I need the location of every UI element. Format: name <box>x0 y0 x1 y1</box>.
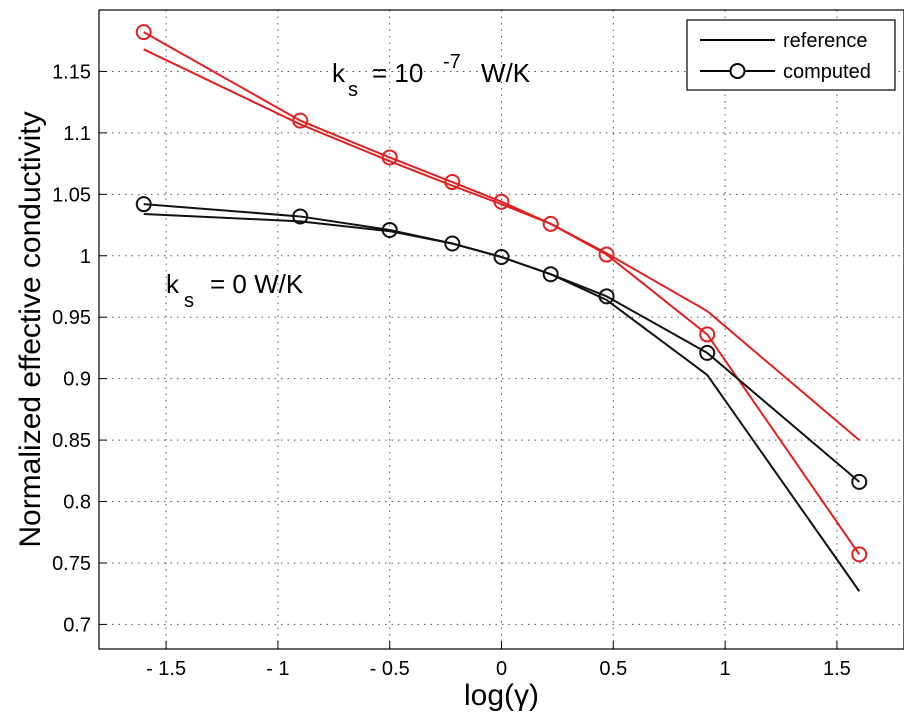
y-tick-label: 0.8 <box>63 492 91 514</box>
x-tick-label: 1 <box>720 658 731 680</box>
legend: reference computed <box>686 19 896 91</box>
data-point <box>292 112 309 129</box>
data-point <box>135 24 152 41</box>
y-tick-label: 1.05 <box>52 184 91 206</box>
data-point <box>493 248 510 265</box>
grid-lines <box>99 10 904 649</box>
data-point <box>851 546 868 563</box>
x-tick-label: 0.5 <box>599 658 627 680</box>
series-computed-3 <box>135 196 868 490</box>
data-point <box>851 473 868 490</box>
axis-ticks: - 1.5 - 1 - 0.5 0 0.5 1 1.5 0.7 0.75 0.8 0.85 0.9 0.… <box>52 61 851 680</box>
legend-reference-label: reference <box>783 30 868 52</box>
annotation-equals: = 10 <box>372 58 423 88</box>
data-point <box>542 266 559 283</box>
series-reference-0 <box>143 48 860 441</box>
annotation-red-series: k s = 10 -7 W/K <box>332 51 531 101</box>
annotation-value: = 0 W/K <box>210 269 304 299</box>
y-tick-label: 0.9 <box>63 369 91 391</box>
data-point <box>598 288 615 305</box>
series-line <box>143 31 861 555</box>
data-point <box>135 196 152 213</box>
x-tick-label: 0 <box>496 658 507 680</box>
legend-box <box>686 19 896 91</box>
x-tick-label: - 1.5 <box>146 658 186 680</box>
data-point <box>444 235 461 252</box>
data-point <box>699 344 716 361</box>
annotation-k: k <box>166 269 180 299</box>
y-tick-label: 0.85 <box>52 430 91 452</box>
data-point <box>699 326 716 343</box>
annotation-subscript: s <box>184 290 194 312</box>
y-tick-label: 0.7 <box>63 614 91 636</box>
x-axis-label: log(γ) <box>464 679 539 712</box>
data-point <box>381 149 398 166</box>
data-point <box>542 215 559 232</box>
x-tick-label: - 0.5 <box>370 658 410 680</box>
data-point <box>292 208 309 225</box>
data-point <box>598 246 615 263</box>
series-line <box>143 48 860 441</box>
annotation-subscript: s <box>348 79 358 101</box>
annotation-k: k <box>332 58 346 88</box>
annotation-unit: W/K <box>481 58 531 88</box>
y-tick-label: 0.75 <box>52 553 91 575</box>
y-tick-label: 1.1 <box>63 123 91 145</box>
legend-computed-marker <box>729 63 746 79</box>
x-tick-label: - 1 <box>266 658 289 680</box>
data-point <box>444 174 461 191</box>
y-tick-label: 1.15 <box>52 61 91 83</box>
y-tick-label: 1 <box>80 246 91 268</box>
data-point <box>493 193 510 210</box>
y-tick-label: 0.95 <box>52 307 91 329</box>
series-line <box>143 203 860 483</box>
x-tick-label: 1.5 <box>823 658 851 680</box>
data-point <box>381 221 398 238</box>
series-computed-1 <box>135 24 868 563</box>
annotation-black-series: k s = 0 W/K <box>166 269 304 312</box>
legend-computed-label: computed <box>783 61 871 83</box>
annotation-superscript: -7 <box>443 51 461 73</box>
series-layer <box>135 24 868 592</box>
y-axis-label: Normalized effective conductivity <box>14 111 47 547</box>
